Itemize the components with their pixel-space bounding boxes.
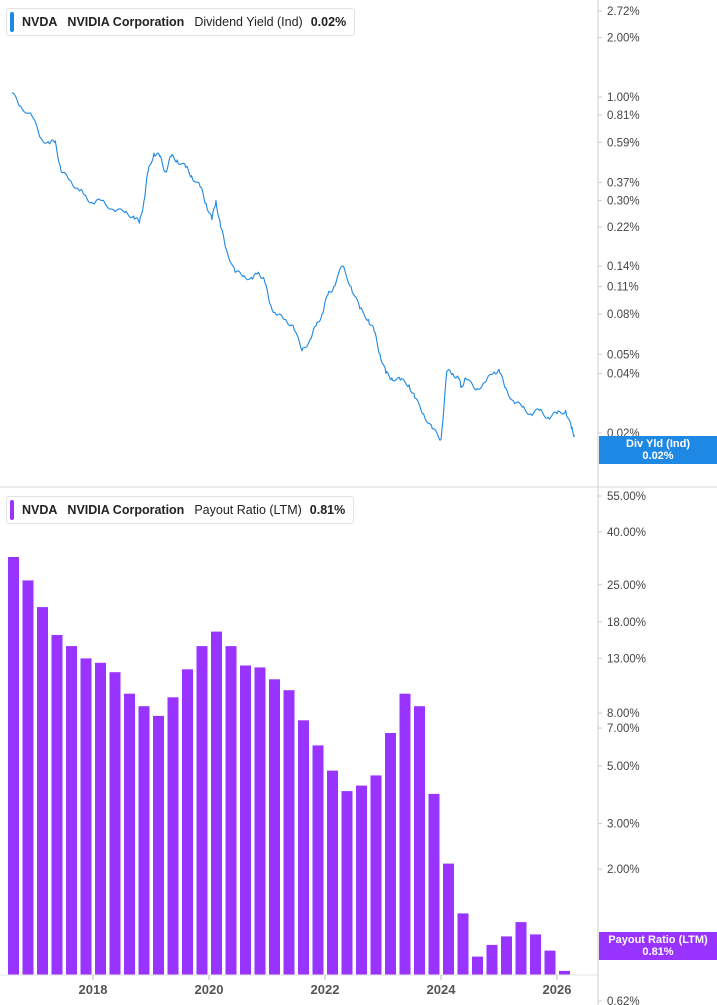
x-tick-label: 2018 [79,982,108,997]
payout-ratio-bar [95,662,106,975]
dividend-yield-panel: 2.72% 2.00% 1.00% 0.81% 0.59% 0.37% 0.30% 0.22%… [11,6,640,441]
payout-ratio-bar [544,950,556,975]
y-tick-label: 0.62% [607,996,640,1005]
payout-ratio-bar [66,646,77,975]
legend-ticker: NVDA [22,503,58,517]
y-tick-label: 0.37% [607,177,640,189]
payout-ratio-bar [182,669,193,975]
payout-ratio-legend[interactable]: NVDA NVIDIA Corporation Payout Ratio (LT… [6,496,355,524]
payout-ratio-bar [167,697,179,975]
payout-ratio-bar [254,667,266,975]
y-tick-label: 8.00% [607,708,640,720]
payout-ratio-bar [37,607,48,975]
y-tick-label: 0.59% [607,137,640,149]
payout-ratio-bar [428,793,440,975]
legend-value: 0.02% [310,15,347,29]
y-tick-label: 40.00% [607,527,646,539]
payout-ratio-bar [211,631,222,975]
payout-ratio-bar [22,580,34,975]
y-tick-label: 18.00% [607,617,646,629]
legend-metric: Payout Ratio (LTM) [194,503,302,517]
payout-ratio-bar [298,720,309,975]
payout-ratio-bar [472,956,483,975]
payout-ratio-bar [225,646,237,975]
payout-ratio-bar [312,745,324,975]
y-tick-label: 13.00% [607,653,646,665]
dividend-yield-legend[interactable]: NVDA NVIDIA Corporation Dividend Yield (… [6,8,356,36]
tag-label: Payout Ratio (LTM) [608,934,708,946]
x-tick-label: 2024 [427,982,457,997]
payout-ratio-bar [240,665,251,975]
payout-ratio-bar [414,706,425,975]
payout-ratio-bar [341,791,353,975]
y-tick-label: 55.00% [607,491,646,503]
payout-ratio-panel: 55.00% 40.00% 25.00% 18.00% 13.00% 8.00% 7.00%… [8,491,646,1005]
payout-ratio-bar [109,672,121,975]
payout-ratio-bar [138,706,150,975]
payout-ratio-bar [559,970,570,975]
y-tick-label: 25.00% [607,580,646,592]
tag-value: 0.02% [642,450,674,462]
legend-ticker: NVDA [22,15,58,29]
y-tick-label: 5.00% [607,761,640,773]
series-color-swatch [10,12,14,32]
payout-ratio-bar [327,770,338,975]
payout-ratio-bar [457,913,469,975]
y-tick-label: 7.00% [607,723,640,735]
tag-value: 0.81% [642,946,674,958]
y-tick-label: 0.04% [607,368,640,380]
payout-ratio-bar [356,785,367,975]
y-tick-label: 0.08% [607,309,640,321]
payout-ratio-bar [530,934,541,975]
dividend-yield-line [11,92,575,441]
legend-metric: Dividend Yield (Ind) [194,15,303,29]
payout-ratio-bar [385,733,396,975]
payout-ratio-bar [196,646,208,975]
payout-ratio-bar [283,690,295,975]
x-tick-label: 2020 [195,982,224,997]
y-tick-label: 0.81% [607,110,640,122]
payout-ratio-bar [269,679,280,975]
payout-ratio-value-tag: Payout Ratio (LTM) 0.81% [599,932,717,960]
y-tick-label: 2.72% [607,6,640,18]
y-tick-label: 0.11% [607,282,639,294]
y-tick-label: 0.22% [607,222,640,234]
payout-ratio-bar [80,658,92,975]
x-tick-label: 2026 [543,982,572,997]
dividend-yield-value-tag: Div Yld (Ind) 0.02% [599,436,717,464]
payout-ratio-bar [515,922,527,975]
legend-company: NVIDIA Corporation [67,15,185,29]
tag-label: Div Yld (Ind) [626,438,690,450]
payout-ratio-bar [153,715,164,975]
payout-ratio-bar [443,863,454,975]
payout-ratio-bar [399,693,411,975]
y-tick-label: 2.00% [607,864,640,876]
x-axis: 2018 2020 2022 2024 2026 [0,974,598,997]
x-tick-label: 2022 [311,982,340,997]
y-tick-label: 3.00% [607,818,640,830]
payout-ratio-bar [370,775,382,975]
legend-value: 0.81% [309,503,346,517]
payout-ratio-bar [124,693,135,975]
payout-ratio-bar [486,944,498,975]
y-tick-label: 0.05% [607,349,640,361]
series-color-swatch [10,500,14,520]
y-tick-label: 0.14% [607,261,640,273]
payout-ratio-bar [501,936,512,975]
payout-ratio-bar [51,635,63,975]
y-tick-label: 1.00% [607,92,640,104]
payout-ratio-bar [8,557,19,975]
legend-company: NVIDIA Corporation [67,503,185,517]
y-tick-label: 2.00% [607,32,640,44]
y-tick-label: 0.30% [607,195,640,207]
